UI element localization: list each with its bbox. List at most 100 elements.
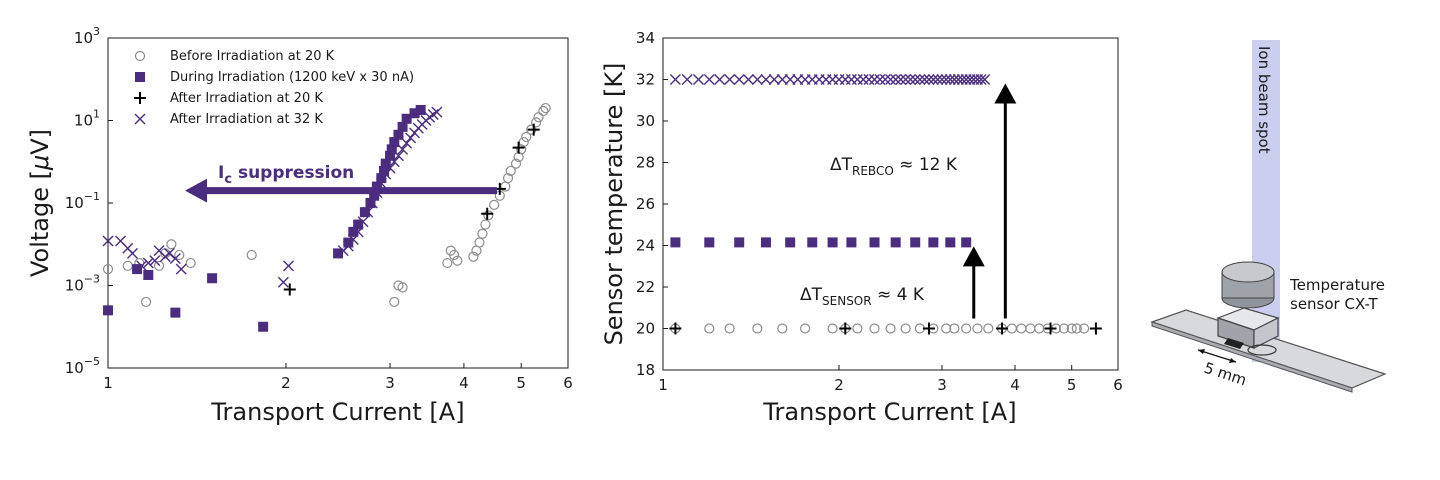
ic-suppression-arrow-head [185, 178, 208, 203]
voltage-point-s1-5-shape [258, 321, 269, 332]
temperature-y-tick-label: 34 [636, 29, 655, 47]
voltage-point-s1-7-shape [343, 237, 354, 248]
temperature-point-s0-17 [972, 323, 983, 334]
voltage-point-s3-12 [277, 276, 289, 288]
temperature-point-s2-2 [922, 322, 935, 335]
temperature-point-s1-8-shape [869, 237, 880, 248]
voltage-point-s0-4 [153, 260, 165, 271]
voltage-point-s3-1-stroke-b [115, 235, 127, 247]
temperature-point-s0-27-shape [1066, 323, 1077, 334]
temperature-point-s0-3-shape [752, 323, 763, 334]
voltage-point-s0-35 [533, 112, 544, 123]
voltage-point-s0-6-shape [166, 239, 177, 250]
voltage-point-s0-21 [480, 219, 491, 230]
voltage-point-s1-17-shape [385, 150, 396, 161]
voltage-point-s1-1-shape [132, 264, 143, 275]
voltage-point-s3-10-stroke-b [169, 253, 181, 265]
voltage-point-s0-32-shape [521, 131, 532, 143]
temperature-y-tick-label: 30 [636, 112, 655, 130]
voltage-point-s3-28 [401, 137, 413, 149]
delta-t-arrows [962, 83, 1017, 319]
voltage-point-s1-17 [385, 150, 396, 161]
temperature-point-s0-23-shape [1034, 323, 1045, 334]
temperature-point-s3-4 [714, 74, 726, 85]
temperature-point-s3-21 [845, 74, 857, 85]
voltage-point-s3-35 [427, 108, 439, 120]
temperature-point-s1-5-shape [807, 237, 818, 248]
temperature-point-s3-3 [703, 74, 715, 85]
voltage-point-s0-9-shape [246, 249, 257, 261]
voltage-point-s1-9-shape [353, 219, 364, 230]
temperature-point-s3-42 [948, 74, 960, 85]
temperature-point-s2-4 [1044, 322, 1057, 335]
voltage-point-s3-22 [375, 177, 387, 189]
voltage-point-s0-28-shape [510, 158, 522, 169]
voltage-point-s3-13-stroke-b [283, 260, 295, 272]
temperature-point-s1-6 [827, 237, 838, 248]
voltage-point-s1-19 [389, 137, 400, 148]
temperature-point-s0-28-shape [1071, 323, 1082, 334]
voltage-point-s1-8 [348, 226, 359, 237]
temperature-point-s1-4 [785, 237, 796, 248]
voltage-point-s1-22 [401, 113, 412, 124]
voltage-point-s0-20 [477, 228, 488, 239]
voltage-plot-frame [107, 37, 569, 369]
voltage-y-axis-title: Voltage [μV] [26, 129, 54, 277]
voltage-legend: Before Irradiation at 20 K During Irradia… [134, 49, 414, 127]
voltage-point-s0-10 [389, 296, 400, 308]
temperature-point-s1-2 [734, 237, 745, 248]
voltage-point-s0-7 [174, 249, 185, 261]
temperature-point-s0-27 [1066, 323, 1077, 334]
voltage-point-s0-36-shape [538, 105, 549, 117]
voltage-point-s0-19-shape [474, 237, 485, 248]
temperature-point-s1-13-shape [961, 237, 972, 248]
temperature-point-s0-14 [941, 323, 952, 334]
temperature-point-s1-8 [869, 237, 880, 248]
voltage-point-s1-15-shape [378, 165, 389, 176]
temperature-point-s1-0 [670, 237, 681, 248]
voltage-point-s3-13 [283, 260, 295, 272]
ic-suppression-label: Ic suppression [218, 163, 354, 187]
voltage-point-s3-6-stroke-b [149, 255, 161, 267]
voltage-point-s3-7-stroke-b [153, 245, 165, 257]
temperature-point-s3-44-stroke-b [956, 74, 968, 85]
voltage-point-s0-0-shape [102, 263, 114, 275]
temperature-point-s3-24 [863, 74, 875, 85]
temperature-point-s3-34 [914, 74, 926, 85]
voltage-point-s1-19-shape [389, 137, 400, 148]
temperature-y-axis-title: Sensor temperature [K] [600, 63, 628, 346]
legend-label-0: Before Irradiation at 20 K [170, 49, 335, 64]
temperature-x-tick-label: 2 [834, 376, 844, 394]
voltage-point-s3-16 [347, 234, 359, 246]
voltage-point-s1-13 [371, 181, 382, 192]
voltage-point-s0-8-shape [185, 257, 196, 269]
temperature-point-s3-33-stroke-b [909, 74, 921, 85]
voltage-point-s0-23-shape [489, 199, 500, 210]
temperature-point-s3-8 [751, 74, 763, 85]
voltage-point-s3-17 [352, 226, 364, 238]
voltage-point-s3-20-stroke-b [366, 197, 378, 209]
voltage-point-s0-12-shape [397, 282, 408, 293]
temperature-point-s3-8-stroke-b [751, 74, 763, 85]
temperature-point-s0-29-shape [1078, 323, 1090, 334]
temperature-point-s3-22 [851, 74, 863, 85]
temperature-point-s0-16 [961, 323, 972, 334]
voltage-point-s0-22 [483, 210, 494, 221]
temperature-point-s3-2-stroke-b [692, 74, 704, 85]
temperature-point-s0-10-shape [885, 323, 896, 334]
temperature-point-s3-33 [909, 74, 921, 85]
temperature-point-s1-11 [928, 237, 939, 248]
temperature-point-s3-31 [900, 74, 912, 85]
temperature-point-s3-9-stroke-b [760, 74, 772, 85]
temperature-point-s0-5-shape [800, 323, 811, 334]
temperature-point-s3-26 [874, 74, 886, 85]
voltage-point-s1-2 [143, 269, 154, 280]
temperature-point-s3-7-stroke-b [742, 74, 754, 85]
legend-marker-1-shape [135, 72, 145, 82]
voltage-point-s3-15-stroke-b [342, 240, 354, 252]
temperature-point-s0-22 [1025, 323, 1036, 334]
voltage-point-s0-7-shape [174, 249, 185, 261]
temperature-point-s3-37-stroke-b [927, 74, 939, 85]
temperature-point-s3-49-stroke-b [975, 74, 987, 85]
voltage-point-s3-28-stroke-b [401, 137, 413, 149]
